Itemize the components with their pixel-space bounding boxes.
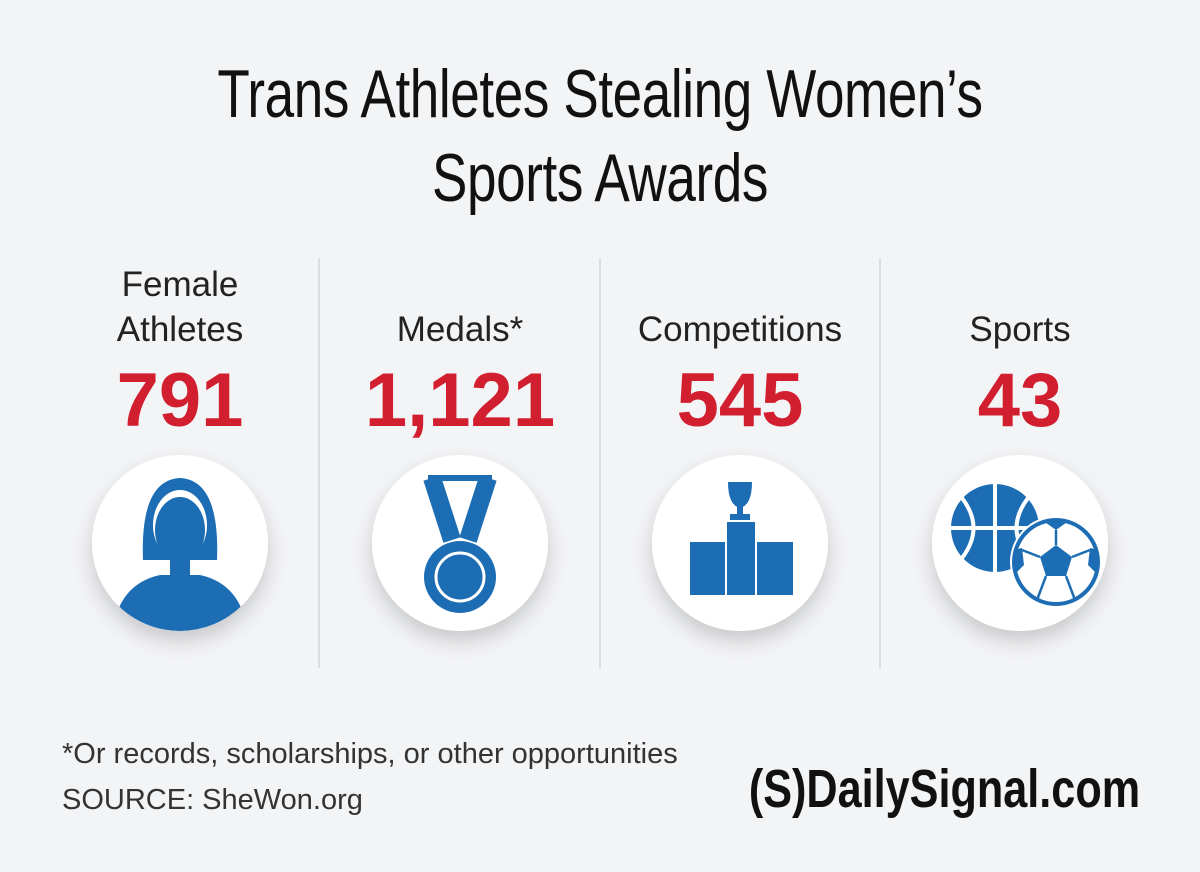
title: Trans Athletes Stealing Women’s Sports A… <box>217 56 983 216</box>
footnote: *Or records, scholarships, or other oppo… <box>62 738 678 770</box>
balls-icon <box>932 455 1108 631</box>
logo: (S)DailySignal.com <box>748 759 1140 819</box>
stat-label: Medals* <box>396 310 524 349</box>
stat-value: 43 <box>977 358 1063 443</box>
stat: Medals* 1,121 <box>320 260 600 446</box>
stat: Female Athletes 791 <box>40 260 320 446</box>
stat-label: Female Athletes <box>116 265 244 349</box>
stat: Competitions 545 <box>600 260 880 446</box>
stat-value: 545 <box>676 358 804 443</box>
stat-label: Sports <box>969 310 1071 349</box>
source: SOURCE: SheWon.org <box>62 784 363 816</box>
divider <box>599 258 601 668</box>
divider <box>318 258 320 668</box>
stat: Sports 43 <box>880 260 1160 446</box>
person-icon <box>92 455 268 631</box>
stat-label: Competitions <box>637 310 843 349</box>
divider <box>879 258 881 668</box>
medal-icon <box>372 455 548 631</box>
stat-value: 1,121 <box>364 358 556 443</box>
stat-value: 791 <box>116 358 244 443</box>
podium-icon <box>652 455 828 631</box>
